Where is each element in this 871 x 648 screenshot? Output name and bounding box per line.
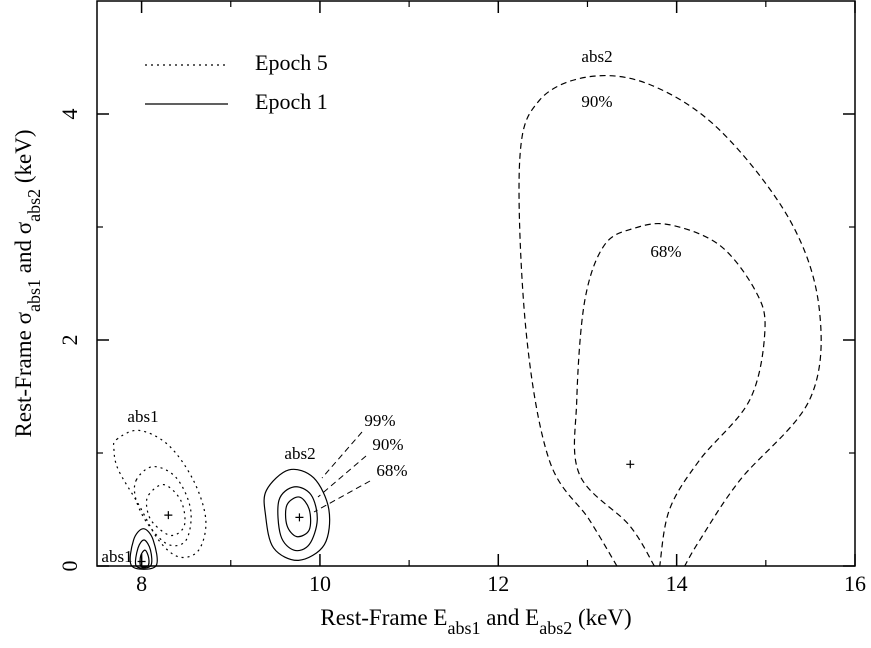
- contour: [145, 484, 186, 537]
- legend-label: Epoch 1: [255, 89, 328, 114]
- best-fit-cross: [164, 511, 173, 520]
- annotation: abs2: [581, 47, 612, 66]
- subscript: abs2: [539, 618, 572, 638]
- label-part: and σ: [11, 221, 36, 279]
- subscript: abs1: [447, 618, 480, 638]
- contour: [129, 528, 158, 570]
- subscript: abs1: [24, 279, 44, 312]
- annotation: 99%: [364, 411, 395, 430]
- best-fit-cross: [626, 460, 635, 469]
- label-part: Rest-Frame σ: [11, 311, 36, 437]
- plot-frame: [96, 0, 856, 567]
- label-part: Rest-Frame E: [320, 605, 447, 630]
- contour: [573, 223, 766, 567]
- annotation: 90%: [372, 435, 403, 454]
- contour: [133, 465, 192, 547]
- contour: [112, 429, 207, 559]
- best-fit-cross: [137, 557, 146, 566]
- x-tick-label: 8: [136, 571, 147, 596]
- x-tick-label: 12: [487, 571, 509, 596]
- annotation: abs2: [284, 444, 315, 463]
- contour: [277, 486, 318, 552]
- legend-label: Epoch 5: [255, 50, 328, 75]
- contour: [139, 549, 150, 568]
- annotation: 68%: [376, 461, 407, 480]
- best-fit-cross: [295, 513, 304, 522]
- x-tick-label: 10: [309, 571, 331, 596]
- subscript: abs2: [24, 189, 44, 222]
- annotation: 90%: [581, 92, 612, 111]
- xlabel-label: Rest-Frame Eabs1 and Eabs2 (keV): [320, 605, 631, 638]
- leader-line: [321, 431, 363, 479]
- contour: [518, 74, 822, 567]
- contour: [263, 468, 331, 561]
- y-tick-label: 2: [57, 335, 82, 346]
- contour: [284, 496, 312, 538]
- y-tick-label: 0: [57, 561, 82, 572]
- annotation: abs1: [101, 547, 132, 566]
- annotation: 68%: [650, 242, 681, 261]
- label-part: (keV): [572, 605, 631, 630]
- x-tick-label: 16: [844, 571, 866, 596]
- contour: [134, 539, 153, 569]
- label-part: and E: [480, 605, 539, 630]
- leader-line: [313, 480, 371, 513]
- leader-line: [317, 455, 367, 498]
- label-part: (keV): [11, 130, 36, 189]
- x-tick-label: 14: [666, 571, 688, 596]
- y-tick-label: 4: [57, 109, 82, 120]
- annotation: abs1: [127, 407, 158, 426]
- ylabel-label: Rest-Frame σabs1 and σabs2 (keV): [11, 130, 44, 438]
